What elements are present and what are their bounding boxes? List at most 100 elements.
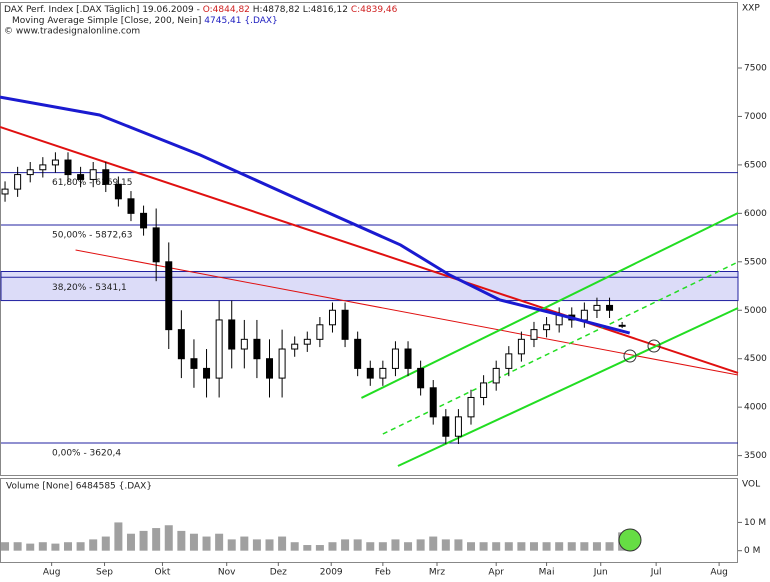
candle-body	[492, 367, 500, 384]
candle-body	[341, 309, 349, 340]
volume-bar	[328, 542, 337, 551]
y-tick-label: 5000	[744, 306, 767, 316]
candle-body	[26, 169, 34, 176]
x-tick-label: 2009	[320, 568, 343, 578]
volume-bar	[164, 525, 173, 551]
volume-bar	[567, 542, 576, 551]
volume-bar	[429, 536, 438, 551]
volume-bar	[51, 543, 60, 551]
candle-body	[278, 348, 286, 379]
y-tick-label: 6500	[744, 160, 767, 170]
volume-bar	[1, 542, 10, 551]
x-tick-label: Jun	[593, 568, 608, 578]
level-label: 61,80% - 6169,15	[52, 178, 133, 188]
candle-body	[89, 169, 97, 180]
candle-body	[454, 416, 462, 437]
volume-bar	[114, 522, 123, 551]
volume-bar	[202, 536, 211, 551]
volume-bar	[265, 539, 274, 551]
candle-body	[366, 367, 374, 379]
volume-bar	[529, 542, 538, 551]
candle-body	[165, 261, 173, 331]
volume-bar	[441, 539, 450, 551]
volume-bar	[492, 542, 501, 551]
ohlc: O:4844,82	[203, 5, 250, 15]
volume-bar	[479, 542, 488, 551]
volume-title: Volume [None] 6484585 {.DAX}	[6, 482, 152, 492]
volume-bar	[89, 539, 98, 551]
trend-line	[75, 249, 739, 376]
volume-bar	[580, 542, 589, 551]
volume-bar	[189, 533, 198, 551]
candle-body	[114, 183, 122, 200]
trend-line	[382, 261, 739, 435]
volume-bar	[592, 542, 601, 551]
candle-body	[391, 348, 399, 369]
x-tick-label: Okt	[155, 568, 171, 578]
axis-label: XXP	[742, 4, 760, 14]
volume-bar	[101, 536, 110, 551]
zone-band	[0, 270, 739, 302]
ohlc: H:4878,82	[253, 5, 300, 15]
ohlc: L:4816,12	[303, 5, 348, 15]
candle-body	[64, 159, 72, 176]
volume-bar	[13, 542, 22, 551]
candle-body	[467, 396, 475, 418]
candle-body	[127, 198, 135, 214]
x-tick-label: Aug	[710, 568, 728, 578]
candle-body	[152, 227, 160, 263]
volume-bar	[391, 539, 400, 551]
x-tick-label: Dez	[270, 568, 287, 578]
volume-bar	[366, 542, 375, 551]
volume-bar	[252, 539, 261, 551]
axis-label: VOL	[742, 480, 760, 490]
header: DAX Perf. Index [.DAX Täglich] 19.06.200…	[4, 5, 398, 15]
candle-body	[1, 188, 9, 195]
x-tick-label: Feb	[375, 568, 391, 578]
marker-circle	[647, 339, 661, 353]
candle-body	[354, 338, 362, 369]
x-tick-label: Mai	[539, 568, 555, 578]
candle-body	[404, 348, 412, 369]
y-tick-label: 0 M	[744, 546, 760, 556]
trend-line	[397, 307, 739, 467]
y-tick-label: 5500	[744, 257, 767, 267]
volume-bar	[240, 536, 249, 551]
candle-body	[517, 338, 525, 355]
volume-bar	[38, 542, 47, 551]
copyright: © www.tradesignalonline.com	[4, 27, 140, 37]
x-tick-label: Jul	[650, 568, 662, 578]
volume-bar	[139, 530, 148, 551]
volume-bar	[605, 542, 614, 551]
volume-panel	[0, 478, 738, 563]
volume-bar	[152, 528, 161, 551]
candle-body	[240, 338, 248, 350]
candle-body	[228, 319, 236, 350]
candle-body	[77, 174, 85, 180]
volume-bar	[542, 542, 551, 551]
volume-bar	[290, 542, 299, 551]
x-tick-label: Mrz	[429, 568, 445, 578]
candle-body	[328, 309, 336, 326]
candle-body	[580, 309, 588, 321]
volume-bar	[353, 539, 362, 551]
candle-body	[14, 174, 22, 190]
volume-bar	[278, 536, 287, 551]
volume-bar	[303, 545, 312, 551]
candle-body	[442, 416, 450, 437]
trend-line	[361, 212, 739, 399]
candle-body	[215, 319, 223, 379]
marker-circle	[623, 349, 637, 363]
volume-bar	[177, 530, 186, 551]
candle-body	[39, 164, 47, 171]
ma-value: 4745,41 {.DAX}	[204, 16, 278, 26]
y-tick-label: 7500	[744, 63, 767, 73]
candle-body	[530, 329, 538, 340]
y-tick-label: 4500	[744, 354, 767, 364]
candle-body	[429, 387, 437, 418]
trend-line	[0, 126, 739, 374]
volume-bar	[517, 542, 526, 551]
volume-bar	[555, 542, 564, 551]
volume-bar	[215, 533, 224, 551]
